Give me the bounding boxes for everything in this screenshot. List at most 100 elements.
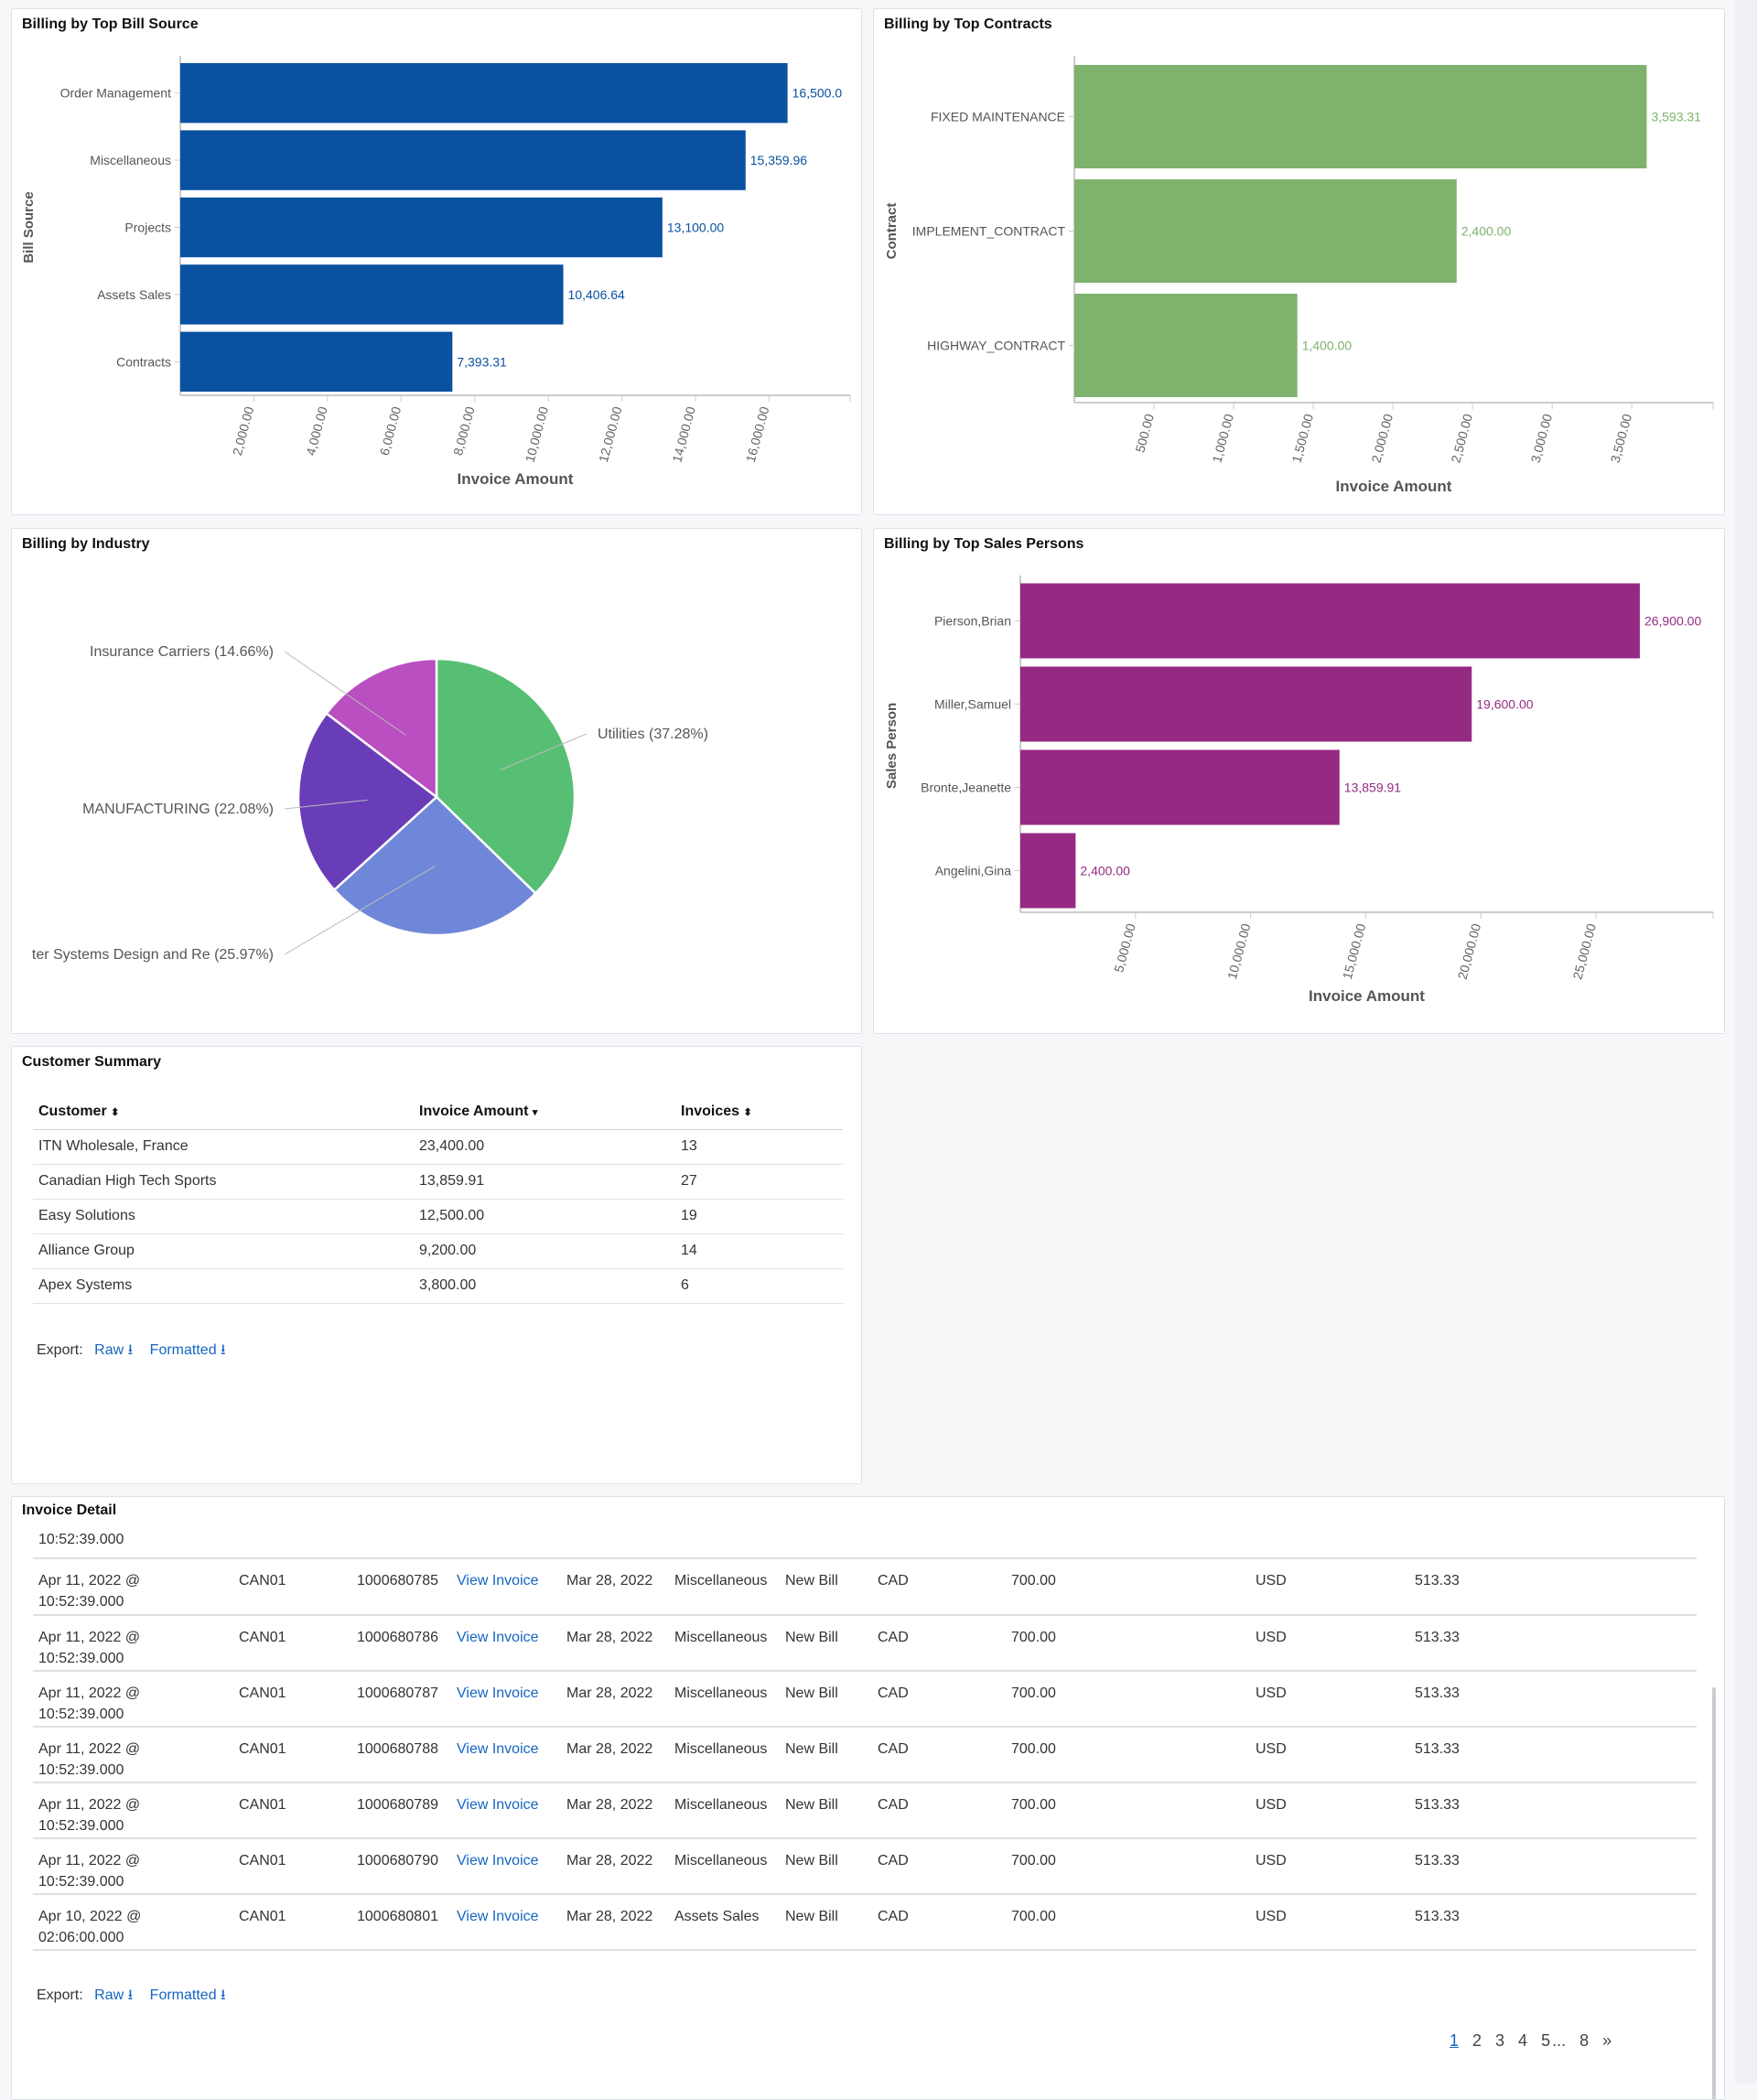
bill-source-chart: 16,500.0 Order Management 15,359.96 Miscell… xyxy=(21,56,851,488)
cell-currency: CAD xyxy=(878,1559,1011,1616)
category-label: Miller,Samuel xyxy=(934,697,1011,712)
partial-row-time: 10:52:39.000 xyxy=(38,1532,124,1547)
category-label: Contracts xyxy=(116,354,171,369)
cell-invoices: 27 xyxy=(681,1164,843,1200)
cell-amount: 700.00 xyxy=(1011,1894,1256,1951)
view-invoice-link[interactable]: View Invoice xyxy=(457,1615,566,1672)
cell-invoice-date: Mar 28, 2022 xyxy=(566,1559,674,1616)
contracts-chart: 3,593.31 FIXED MAINTENANCE 2,400.00 IMPLEME… xyxy=(884,56,1714,495)
view-invoice-link[interactable]: View Invoice xyxy=(457,1894,566,1951)
cell-business-unit: CAN01 xyxy=(239,1727,357,1783)
y-axis-title: Sales Person xyxy=(884,703,900,789)
category-label: Pierson,Brian xyxy=(934,614,1011,629)
bar xyxy=(1074,294,1298,397)
export-raw-link[interactable]: Raw ⭳ xyxy=(94,1342,133,1358)
cell-invoice-id: 1000680788 xyxy=(357,1727,457,1783)
panel-contracts: Billing by Top Contracts 3,593.31 FIXED M… xyxy=(873,8,1725,515)
x-tick-label: 500.00 xyxy=(1132,412,1157,454)
time: 10:52:39.000 xyxy=(38,1707,124,1722)
download-icon: ⭳ xyxy=(221,1342,226,1358)
x-tick-label: 10,000.00 xyxy=(523,404,552,464)
x-tick-label: 1,500.00 xyxy=(1288,412,1316,464)
download-icon: ⭳ xyxy=(221,1987,226,2003)
export-formatted-link[interactable]: Formatted ⭳ xyxy=(150,1987,226,2003)
pagination-page[interactable]: 4 xyxy=(1518,2031,1528,2050)
cell-currency: CAD xyxy=(878,1838,1011,1895)
view-invoice-link[interactable]: View Invoice xyxy=(457,1671,566,1728)
bar xyxy=(1074,179,1457,283)
export-raw-link[interactable]: Raw ⭳ xyxy=(94,1987,133,2003)
cell-bill-source: Miscellaneous xyxy=(674,1838,785,1895)
cell-invoice-date: Mar 28, 2022 xyxy=(566,1615,674,1672)
column-header-invoice-amount[interactable]: Invoice Amount ▾ xyxy=(419,1094,681,1130)
cell-invoices: 6 xyxy=(681,1268,843,1304)
x-tick-label: 4,000.00 xyxy=(303,404,330,457)
date: Apr 10, 2022 @ xyxy=(38,1909,142,1924)
table-scrollbar[interactable] xyxy=(1712,1687,1716,2099)
view-invoice-link[interactable]: View Invoice xyxy=(457,1838,566,1895)
bar-value-label: 2,400.00 xyxy=(1461,224,1512,239)
category-label: HIGHWAY_CONTRACT xyxy=(927,339,1065,353)
cell-amount: 700.00 xyxy=(1011,1671,1256,1728)
cell-datetime: Apr 11, 2022 @ 10:52:39.000 xyxy=(33,1782,239,1839)
x-tick-label: 16,000.00 xyxy=(743,404,772,464)
header-label: Invoices xyxy=(681,1103,740,1119)
row-divider xyxy=(33,1557,1697,1559)
table-row: Alliance Group 9,200.00 14 xyxy=(33,1233,843,1269)
panel-title: Billing by Top Contracts xyxy=(884,16,1052,32)
header-label: Invoice Amount xyxy=(419,1103,529,1119)
cell-invoices: 19 xyxy=(681,1199,843,1234)
cell-bill-source: Miscellaneous xyxy=(674,1782,785,1839)
slice-label: Insurance Carriers (14.66%) xyxy=(90,644,274,660)
cell-business-unit: CAN01 xyxy=(239,1671,357,1728)
pagination-page[interactable]: 2 xyxy=(1472,2031,1482,2050)
cell-base-currency: USD xyxy=(1256,1838,1415,1895)
cell-bill-source: Miscellaneous xyxy=(674,1671,785,1728)
pagination-next[interactable]: » xyxy=(1602,2031,1612,2050)
export-formatted-link[interactable]: Formatted ⭳ xyxy=(150,1342,226,1358)
category-label: FIXED MAINTENANCE xyxy=(931,110,1065,124)
bar xyxy=(180,197,663,258)
sort-desc-icon: ▾ xyxy=(532,1106,538,1118)
date: Apr 11, 2022 @ xyxy=(38,1685,141,1701)
pagination-page[interactable]: 3 xyxy=(1495,2031,1505,2050)
pagination-page[interactable]: 8 xyxy=(1579,2031,1590,2050)
cell-bill-source: Miscellaneous xyxy=(674,1615,785,1672)
bar-value-label: 3,593.31 xyxy=(1651,110,1701,124)
view-invoice-link[interactable]: View Invoice xyxy=(457,1727,566,1783)
cell-base-amount: 513.33 xyxy=(1415,1615,1697,1672)
view-invoice-link[interactable]: View Invoice xyxy=(457,1782,566,1839)
cell-invoice-id: 1000680790 xyxy=(357,1838,457,1895)
x-tick-label: 20,000.00 xyxy=(1455,921,1484,981)
customer-summary-table: Customer ⬍ Invoice Amount ▾ Invoices ⬍ I… xyxy=(33,1094,843,1304)
cell-customer: Apex Systems xyxy=(33,1268,419,1304)
x-tick-label: 25,000.00 xyxy=(1569,921,1599,981)
export-raw-label: Raw xyxy=(94,1987,124,2003)
cell-invoice-amount: 12,500.00 xyxy=(419,1199,681,1234)
cell-invoice-id: 1000680801 xyxy=(357,1894,457,1951)
cell-invoices: 14 xyxy=(681,1233,843,1269)
panel-title: Billing by Top Sales Persons xyxy=(884,536,1084,552)
x-tick-label: 6,000.00 xyxy=(377,404,404,457)
cell-base-amount: 513.33 xyxy=(1415,1782,1697,1839)
x-tick-label: 8,000.00 xyxy=(450,404,478,457)
date: Apr 11, 2022 @ xyxy=(38,1797,141,1813)
cell-base-amount: 513.33 xyxy=(1415,1894,1697,1951)
bar-value-label: 19,600.00 xyxy=(1476,697,1533,712)
page-scrollbar[interactable] xyxy=(1735,0,1757,2084)
panel-title: Billing by Top Bill Source xyxy=(22,16,199,32)
export-label: Export: xyxy=(37,1342,83,1358)
column-header-invoices[interactable]: Invoices ⬍ xyxy=(681,1094,843,1130)
pagination-page[interactable]: 5 xyxy=(1541,2031,1551,2050)
cell-business-unit: CAN01 xyxy=(239,1559,357,1616)
time: 10:52:39.000 xyxy=(38,1594,124,1610)
x-tick-label: 3,500.00 xyxy=(1608,412,1635,464)
date: Apr 11, 2022 @ xyxy=(38,1741,141,1757)
view-invoice-link[interactable]: View Invoice xyxy=(457,1559,566,1616)
column-header-customer[interactable]: Customer ⬍ xyxy=(33,1094,419,1130)
cell-bill-source: Assets Sales xyxy=(674,1894,785,1951)
category-label: Bronte,Jeanette xyxy=(921,781,1011,795)
cell-datetime: Apr 11, 2022 @ 10:52:39.000 xyxy=(33,1727,239,1783)
pagination-page[interactable]: 1 xyxy=(1450,2031,1460,2050)
bar-value-label: 7,393.31 xyxy=(457,354,507,369)
